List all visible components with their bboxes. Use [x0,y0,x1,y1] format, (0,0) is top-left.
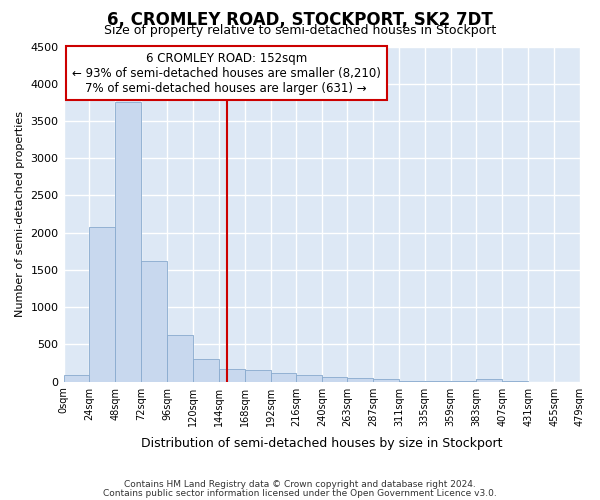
Bar [89,226,115,382]
Bar [296,375,322,382]
Text: 6 CROMLEY ROAD: 152sqm
← 93% of semi-detached houses are smaller (8,210)
7% of s: 6 CROMLEY ROAD: 152sqm ← 93% of semi-det… [72,52,380,94]
Bar [167,334,193,382]
Bar [476,378,502,382]
Bar [271,374,296,382]
X-axis label: Distribution of semi-detached houses by size in Stockport: Distribution of semi-detached houses by … [141,437,503,450]
Text: 6, CROMLEY ROAD, STOCKPORT, SK2 7DT: 6, CROMLEY ROAD, STOCKPORT, SK2 7DT [107,11,493,29]
Bar [64,375,89,382]
Bar [373,379,399,382]
Text: Contains HM Land Registry data © Crown copyright and database right 2024.: Contains HM Land Registry data © Crown c… [124,480,476,489]
Bar [141,261,167,382]
Text: Contains public sector information licensed under the Open Government Licence v3: Contains public sector information licen… [103,488,497,498]
Y-axis label: Number of semi-detached properties: Number of semi-detached properties [15,111,25,317]
Bar [245,370,271,382]
Bar [115,102,141,382]
Bar [193,360,219,382]
Text: Size of property relative to semi-detached houses in Stockport: Size of property relative to semi-detach… [104,24,496,37]
Bar [322,377,347,382]
Bar [219,368,245,382]
Bar [347,378,373,382]
